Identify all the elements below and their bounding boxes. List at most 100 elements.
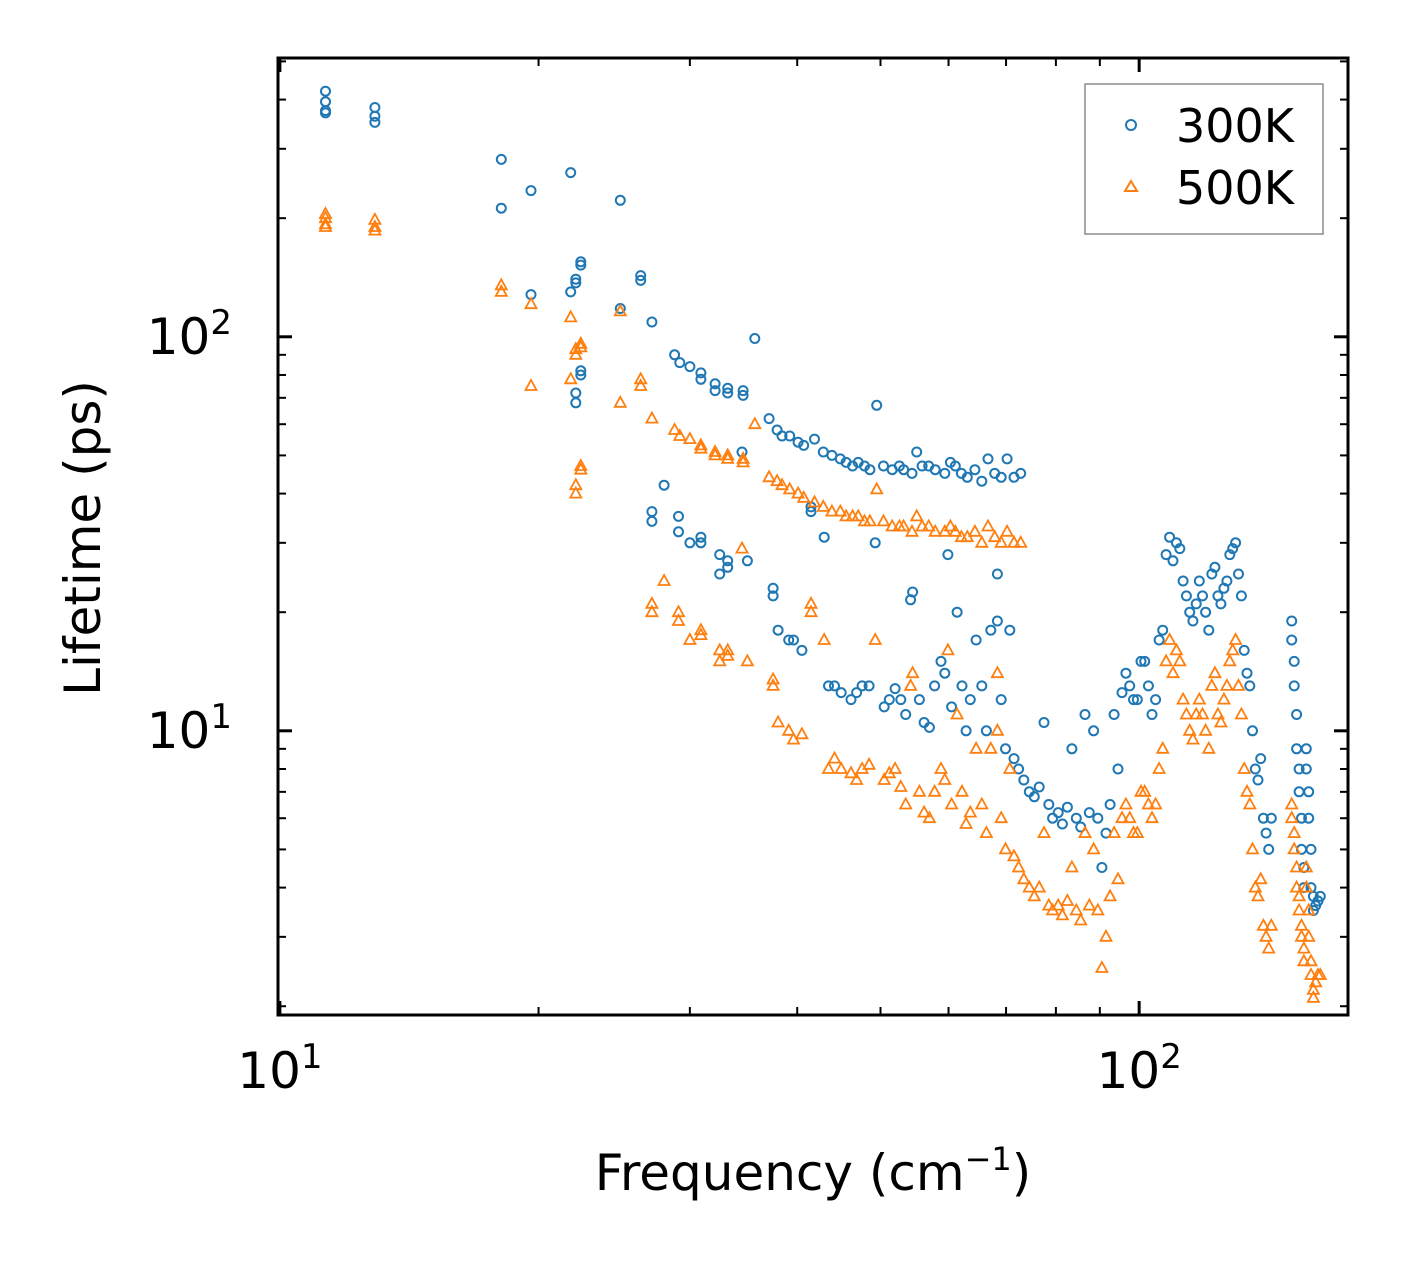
data-point-500K [990,665,1005,679]
data-point-500K [657,573,672,586]
data-point-300K [1120,667,1132,679]
data-point-300K [1083,807,1095,819]
data-point-500K [983,740,998,754]
data-point-500K [1225,642,1240,656]
data-point-500K [979,825,994,838]
data-point-500K [1152,761,1167,774]
data-point-500K [959,816,974,829]
data-point-300K [864,464,876,476]
data-point-300K [695,531,707,543]
data-point-500K [720,447,735,461]
data-point-300K [1038,717,1050,728]
data-point-500K [766,678,781,691]
data-point-500K [740,653,755,667]
data-point-500K [1137,783,1152,797]
data-point-500K [1169,642,1184,656]
data-point-500K [888,761,903,774]
data-point-500K [843,765,859,779]
data-point-300K [1252,774,1264,786]
data-point-300K [1088,725,1100,737]
data-point-500K [1055,907,1070,921]
data-point-500K [1287,841,1302,855]
data-point-500K [766,671,781,685]
data-point-500K [1292,888,1307,902]
data-point-500K [644,410,659,424]
data-point-300K [1260,827,1272,839]
data-point-500K [747,416,762,430]
data-point-300K [1108,709,1120,720]
data-point-500K [963,804,978,818]
data-point-500K [1103,888,1118,902]
data-point-500K [915,518,930,532]
data-point-500K [950,706,965,720]
data-point-500K [1006,848,1022,862]
data-point-500K [1060,893,1075,906]
data-point-500K [1296,953,1311,967]
data-point-300K [737,389,749,401]
data-point-300K [942,549,954,561]
data-point-300K [1112,763,1124,775]
data-point-300K [1116,687,1128,699]
data-point-500K [563,309,578,323]
data-point-300K [1197,590,1208,602]
data-point-300K [565,286,577,298]
x-axis-label: Frequency (cm−1) [595,1140,1032,1202]
data-point-500K [921,518,936,532]
data-point-500K [781,722,796,736]
data-point-300K [1233,568,1244,580]
data-point-300K [792,436,804,448]
data-point-500K [573,339,588,353]
data-point-300K [1177,575,1189,587]
data-point-500K [794,726,809,740]
data-point-300K [763,413,775,425]
data-point-300K [1303,786,1315,798]
data-point-500K [671,604,686,618]
data-point-500K [693,440,708,454]
data-point-500K [1114,810,1130,824]
data-point-500K [827,750,842,764]
data-point-500K [834,761,849,774]
data-point-500K [948,523,963,537]
data-point-500K [998,841,1013,855]
data-point-300K [982,453,994,465]
data-point-300K [614,194,626,206]
data-point-500K [782,481,797,495]
data-point-500K [954,783,970,797]
data-point-300K [1303,812,1315,824]
data-point-500K [1185,731,1200,745]
data-point-500K [898,796,913,810]
data-point-500K [770,473,785,487]
data-point-300K [1235,590,1247,602]
data-point-300K [980,725,992,737]
data-point-500K [1245,841,1260,855]
data-point-500K [734,540,750,554]
data-point-300K [1300,763,1312,775]
data-point-500K [1294,928,1309,942]
data-point-300K [369,102,381,113]
data-point-300K [673,526,684,538]
data-point-300K [1224,549,1236,561]
data-point-500K [868,632,883,645]
data-point-300K [976,680,988,692]
plot-frame [276,56,1350,1017]
data-point-300K [695,537,707,549]
data-point-500K [1289,859,1304,873]
legend-label-300K: 300K [1176,99,1296,153]
data-point-300K [1033,781,1045,793]
data-point-300K [1255,753,1267,765]
data-point-300K [1314,890,1326,902]
data-point-500K [644,604,659,618]
data-point-300K [906,467,918,479]
data-point-300K [1286,615,1298,627]
data-point-300K [923,721,935,733]
data-point-500K [1213,714,1228,728]
legend-marker-300K [1125,119,1137,131]
data-point-500K [1069,902,1084,916]
data-point-500K [1198,722,1213,736]
data-point-500K [824,503,839,517]
data-point-300K [1193,575,1205,587]
data-point-500K [1294,917,1309,931]
data-point-300K [1142,680,1154,692]
data-point-500K [974,796,989,810]
